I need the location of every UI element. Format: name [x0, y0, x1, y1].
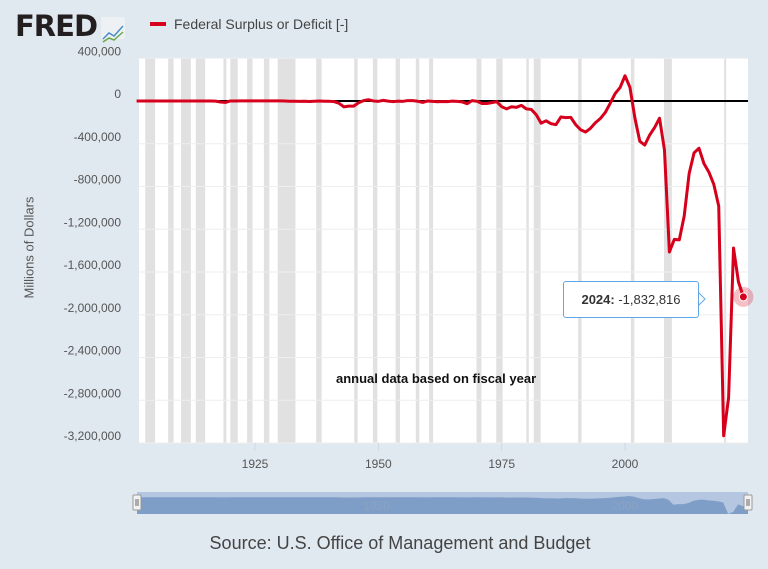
fred-logo[interactable]: FRED [15, 9, 126, 43]
recession-band [496, 58, 503, 443]
series-line [136, 74, 745, 438]
recession-band [415, 58, 420, 443]
tooltip-label: 2024: [581, 292, 615, 307]
recession-band [195, 58, 206, 443]
legend-label: Federal Surplus or Deficit [-] [174, 16, 349, 32]
recession-band [145, 58, 156, 443]
recession-band [354, 58, 358, 443]
data-point-2024 [738, 292, 748, 302]
navigator-tick-label: 1950 [363, 499, 390, 513]
tooltip: 2024: -1,832,816 [563, 281, 699, 318]
y-tick-label: -3,200,000 [64, 429, 122, 443]
navigator[interactable]: 1950 2000 [132, 492, 753, 514]
chart-annotation: annual data based on fiscal year [336, 371, 537, 386]
recession-band [223, 58, 227, 443]
y-tick-label: 400,000 [78, 44, 122, 58]
navigator-series [137, 496, 748, 514]
x-tick-label: 1950 [365, 457, 392, 471]
recession-band [476, 58, 482, 443]
navigator-tick-label: 2000 [611, 499, 638, 513]
recession-band [429, 58, 434, 443]
y-tick-label: -2,800,000 [64, 386, 122, 400]
y-tick-label: -2,000,000 [64, 301, 122, 315]
legend-item[interactable]: Federal Surplus or Deficit [-] [150, 16, 348, 32]
navigator-handle[interactable] [743, 494, 753, 511]
recession-band [181, 58, 191, 443]
recession-band [526, 58, 529, 443]
recession-band [533, 58, 541, 443]
x-tick-label: 1925 [242, 457, 269, 471]
tooltip-value: -1,832,816 [618, 292, 681, 307]
source-note: Source: U.S. Office of Management and Bu… [209, 533, 591, 553]
fred-logo-text: FRED [15, 9, 98, 43]
y-tick-label: -1,200,000 [64, 215, 122, 229]
recession-band [316, 58, 322, 443]
recession-band [395, 58, 401, 443]
y-tick-label: -2,400,000 [64, 344, 122, 358]
x-tick-label: 2000 [612, 457, 639, 471]
legend-swatch [150, 22, 166, 26]
tooltip-arrow [697, 291, 706, 307]
y-tick-label: -800,000 [74, 173, 122, 187]
line-chart-icon [101, 17, 126, 43]
y-tick-label: -400,000 [74, 130, 122, 144]
plot-area [139, 58, 748, 443]
y-tick-label: 0 [114, 87, 121, 101]
navigator-handle[interactable] [132, 494, 142, 511]
recession-band [168, 58, 174, 443]
recession-band [578, 58, 582, 443]
recession-band [230, 58, 238, 443]
recession-band [724, 58, 727, 443]
recession-band [263, 58, 270, 443]
recession-band [372, 58, 378, 443]
y-tick-label: -1,600,000 [64, 258, 122, 272]
x-tick-label: 1975 [488, 457, 515, 471]
recession-band [247, 58, 253, 443]
recession-band [630, 58, 635, 443]
recession-band [277, 58, 296, 443]
